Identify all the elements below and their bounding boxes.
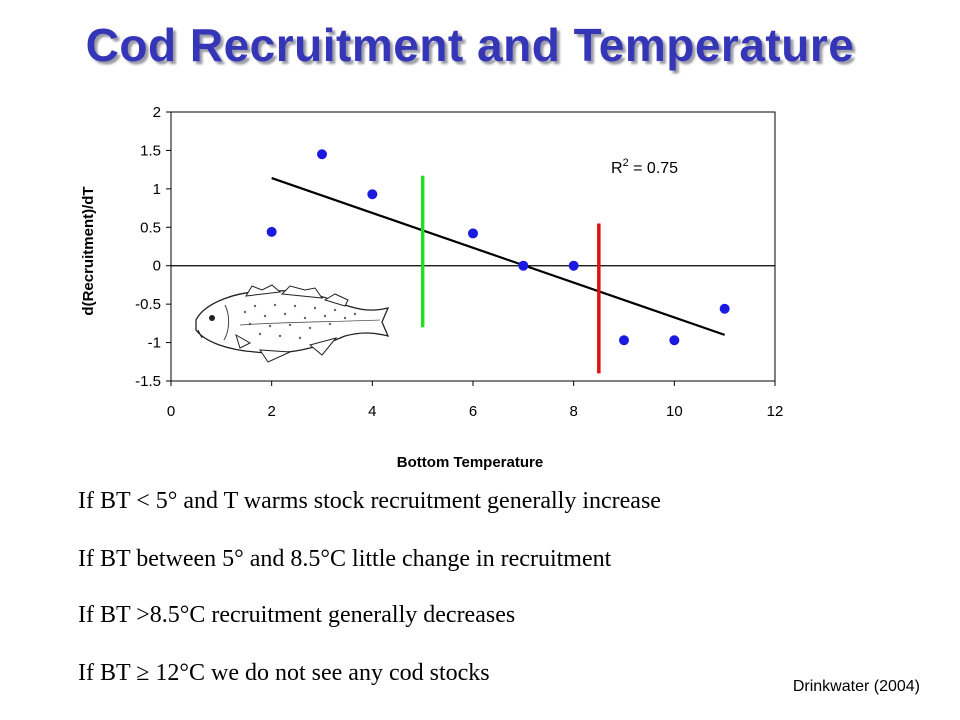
data-point [568, 260, 579, 271]
bullet-3: If BT >8.5°C recruitment generally decre… [78, 602, 516, 628]
x-tick-label: 2 [267, 403, 275, 420]
data-point [317, 149, 327, 160]
x-tick-label: 6 [469, 403, 477, 420]
y-tick-label: 0.5 [140, 219, 161, 236]
r-squared-value: = 0.75 [629, 160, 678, 177]
data-point [266, 226, 277, 237]
x-tick-label: 10 [666, 403, 683, 420]
y-tick-label: -1.5 [135, 373, 161, 390]
y-tick-label: 1 [153, 181, 161, 198]
y-tick-label: 0 [153, 258, 161, 275]
trendline [271, 177, 726, 336]
y-tick-label: -1 [148, 335, 161, 352]
plot-area: -1.5 -1 -0.5 0 0.5 1 1.5 2 0 2 4 6 8 10 12 [135, 104, 783, 420]
x-tick-label: 0 [167, 403, 175, 420]
citation: Drinkwater (2004) [792, 678, 920, 695]
y-tick-label: -0.5 [135, 296, 161, 313]
x-tick-label: 4 [368, 403, 376, 420]
x-axis-title: Bottom Temperature [397, 454, 543, 471]
y-tick-label: 1.5 [140, 142, 161, 159]
y-axis-title: d(Recruitment)/dT [80, 186, 97, 315]
x-tick-label: 12 [767, 403, 784, 420]
chart-marks [266, 149, 730, 374]
bullet-4: If BT ≥ 12°C we do not see any cod stock… [78, 660, 490, 686]
x-tick-label: 8 [569, 403, 577, 420]
r-squared-label: R2 = 0.75 [611, 157, 678, 177]
data-point [468, 228, 478, 239]
slide-title: Cod Recruitment and Temperature [85, 19, 855, 71]
bullet-1: If BT < 5° and T warms stock recruitment… [78, 488, 661, 514]
bullet-2: If BT between 5° and 8.5°C little change… [78, 546, 612, 572]
data-point [669, 335, 680, 346]
data-point [619, 335, 629, 346]
data-point [719, 303, 730, 314]
chart: -1.5 -1 -0.5 0 0.5 1 1.5 2 0 2 4 6 8 10 12 d(Recruitme… [80, 104, 783, 471]
cod-fish-illustration [195, 284, 390, 363]
r-squared-exponent: 2 [623, 157, 629, 169]
data-point [367, 189, 378, 200]
y-tick-label: 2 [153, 104, 161, 121]
data-point [518, 260, 529, 271]
